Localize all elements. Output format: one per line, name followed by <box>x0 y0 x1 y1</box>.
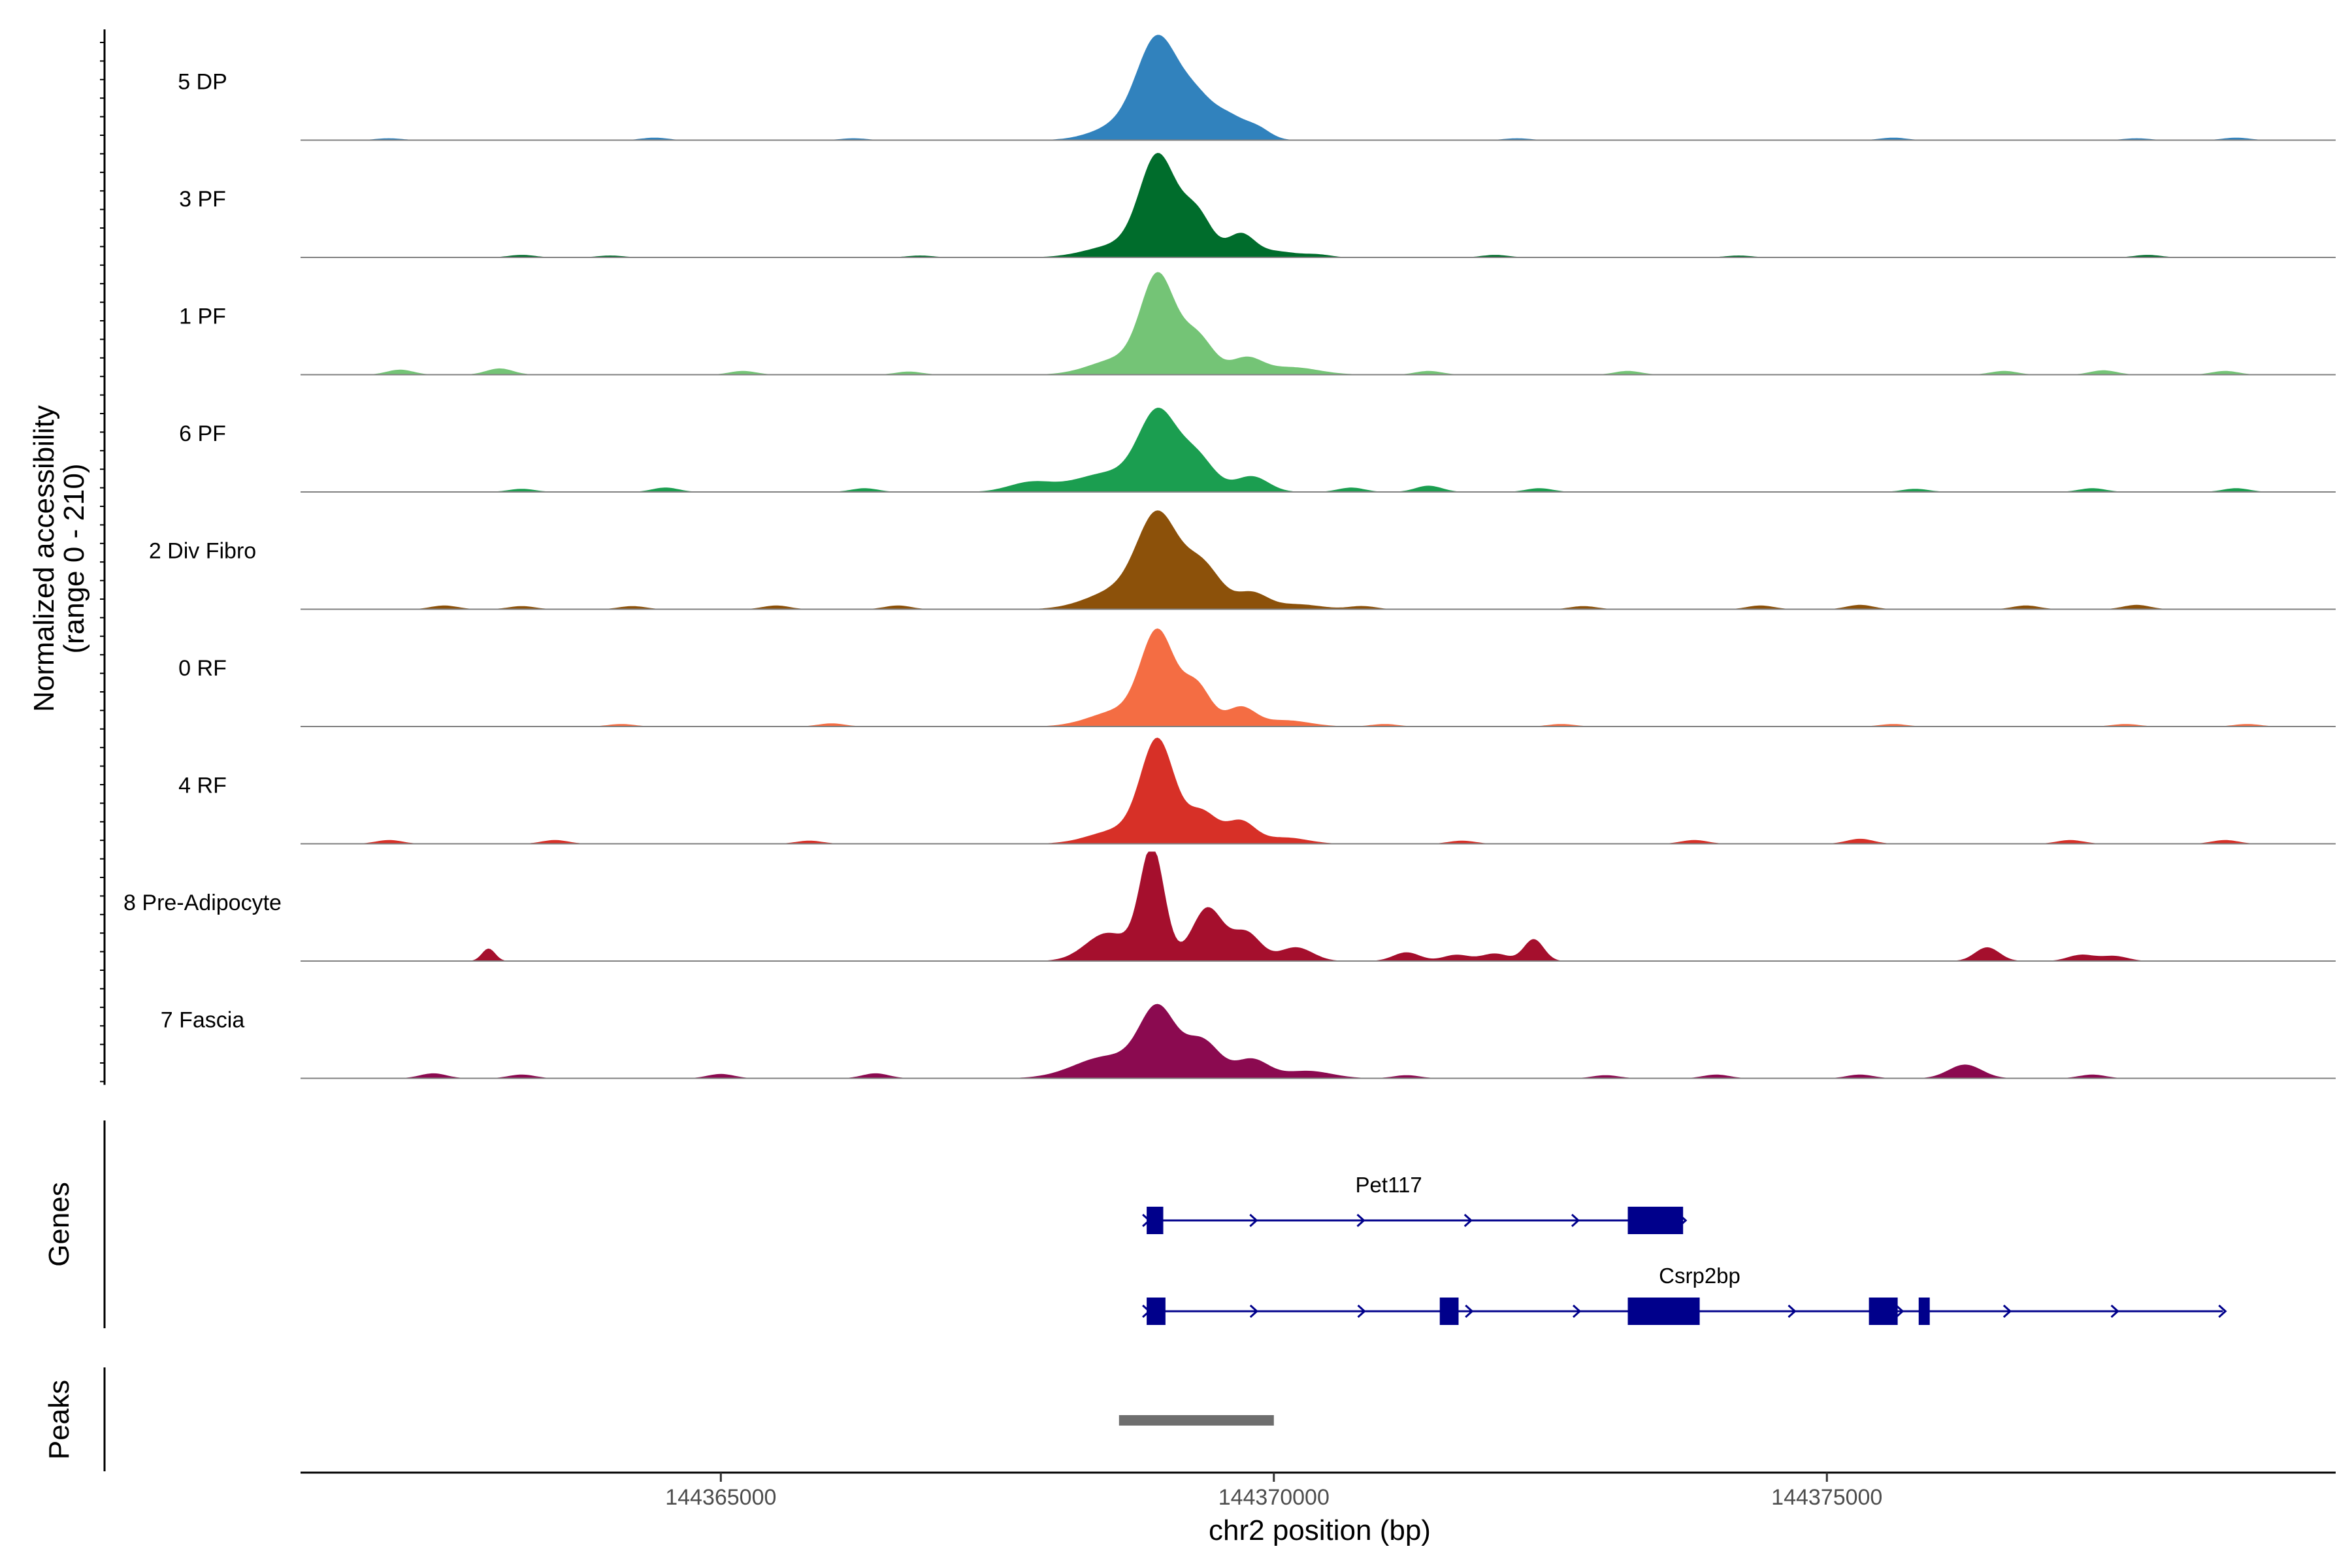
track-label: 7 Fascia <box>161 1008 245 1033</box>
track-label: 4 RF <box>178 774 227 798</box>
coverage-area <box>301 851 2336 961</box>
track-label: 5 DP <box>178 70 227 95</box>
strand-arrow <box>2110 1304 2119 1318</box>
coverage-area <box>301 628 2336 727</box>
gene-exon <box>1627 1298 1700 1325</box>
y-axis-title: Normalized accessibility <box>28 405 60 711</box>
peaks-track <box>1119 1415 1274 1426</box>
gene-exon <box>1918 1298 1930 1325</box>
strand-arrow <box>1572 1304 1582 1318</box>
strand-arrow <box>1788 1304 1797 1318</box>
strand-arrow <box>1357 1304 1366 1318</box>
coverage-area <box>301 408 2336 492</box>
x-tick-label: 144375000 <box>1771 1485 1882 1510</box>
strand-arrow <box>1571 1213 1580 1228</box>
x-tick-label: 144365000 <box>665 1485 776 1510</box>
x-tick-label: 144370000 <box>1218 1485 1330 1510</box>
genes-axis-title: Genes <box>43 1182 75 1267</box>
strand-arrow <box>2218 1304 2227 1318</box>
strand-arrow <box>1895 1304 1904 1318</box>
coverage-area <box>301 1004 2336 1079</box>
coverage-y-axis <box>100 29 106 1085</box>
strand-arrow <box>2002 1304 2012 1318</box>
x-axis-ticks: 144365000 144370000 144375000 <box>665 1473 1882 1510</box>
coverage-area <box>301 510 2336 610</box>
strand-arrow <box>1465 1304 1474 1318</box>
track-label: 1 PF <box>179 304 226 329</box>
gene-exon <box>1439 1298 1459 1325</box>
gene-exon <box>1147 1298 1166 1325</box>
peaks-axis-title: Peaks <box>43 1380 75 1460</box>
gene-exon <box>1147 1207 1164 1234</box>
x-axis-title: chr2 position (bp) <box>1209 1514 1431 1546</box>
gene-label: Pet117 <box>1356 1173 1422 1197</box>
strand-arrow <box>1463 1213 1473 1228</box>
coverage-area <box>301 35 2336 140</box>
genes-track: Pet117 Csrp2bp <box>1142 1173 2227 1325</box>
y-axis-range: (range 0 - 210) <box>58 463 90 653</box>
strand-arrow <box>1249 1213 1258 1228</box>
coverage-tracks <box>301 35 2336 1079</box>
gene-exon <box>1627 1207 1684 1234</box>
gene-exon <box>1869 1298 1898 1325</box>
track-label: 6 PF <box>179 421 226 446</box>
coverage-area <box>301 272 2336 375</box>
gene-label: Csrp2bp <box>1659 1264 1740 1288</box>
track-label: 0 RF <box>178 656 227 681</box>
track-label: 8 Pre-Adipocyte <box>123 890 282 915</box>
track-label: 3 PF <box>179 187 226 212</box>
track-labels: 5 DP 3 PF 1 PF 6 PF 2 Div Fibro 0 RF 4 RF 8 Pre… <box>123 70 282 1033</box>
strand-arrow <box>1249 1304 1259 1318</box>
coverage-area <box>301 153 2336 257</box>
track-label: 2 Div Fibro <box>149 539 256 564</box>
strand-arrow <box>1356 1213 1365 1228</box>
coverage-area <box>301 738 2336 844</box>
peak-region <box>1119 1415 1274 1426</box>
